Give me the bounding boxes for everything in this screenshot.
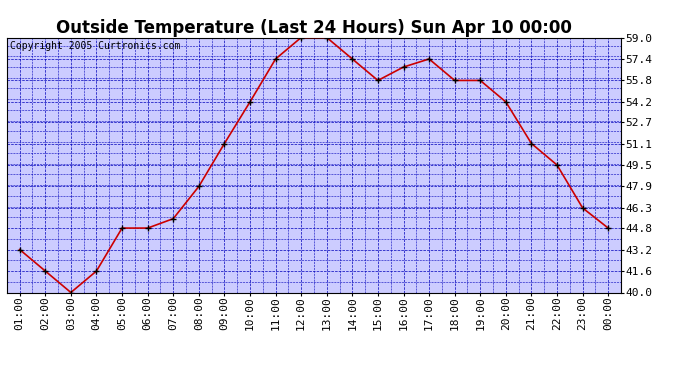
Text: Copyright 2005 Curtronics.com: Copyright 2005 Curtronics.com: [10, 41, 180, 51]
Title: Outside Temperature (Last 24 Hours) Sun Apr 10 00:00: Outside Temperature (Last 24 Hours) Sun …: [56, 20, 572, 38]
